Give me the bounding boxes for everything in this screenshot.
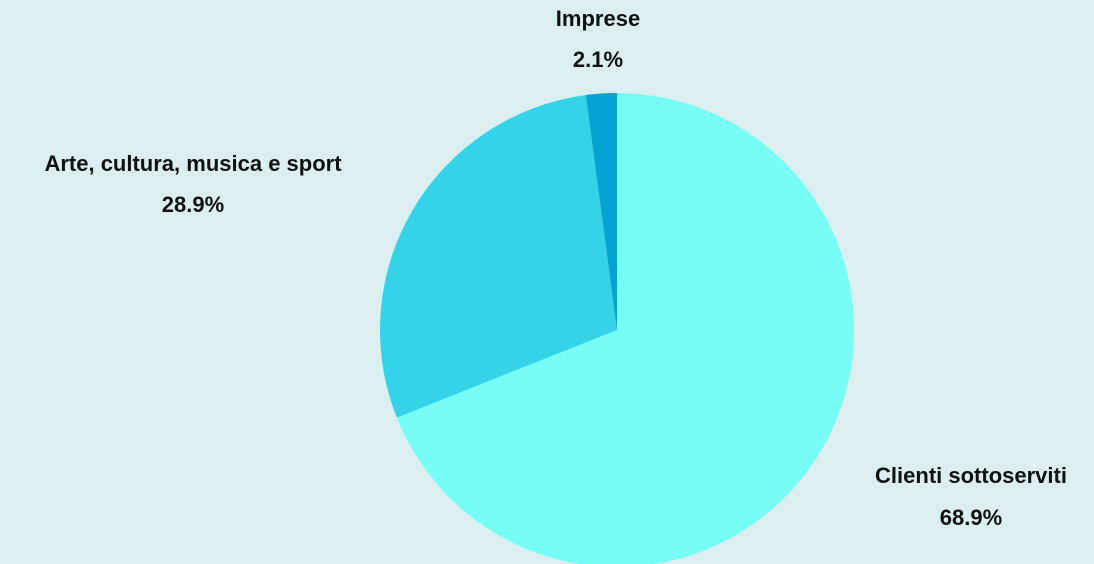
pie-slices bbox=[379, 93, 854, 564]
slice-value-clienti-sottoserviti: 68.9% bbox=[940, 505, 1002, 530]
slice-label-clienti-sottoserviti: Clienti sottoserviti bbox=[875, 463, 1067, 488]
pie-slice-clienti-sottoserviti bbox=[396, 93, 854, 564]
pie-slice-imprese bbox=[585, 93, 617, 330]
slice-label-arte-cultura-musica-sport: Arte, cultura, musica e sport bbox=[44, 151, 342, 176]
slice-value-arte-cultura-musica-sport: 28.9% bbox=[162, 192, 224, 217]
slice-label-imprese: Imprese bbox=[556, 6, 640, 31]
pie-slice-arte-cultura-musica-e-sport bbox=[379, 95, 617, 418]
slice-value-imprese: 2.1% bbox=[573, 47, 623, 72]
